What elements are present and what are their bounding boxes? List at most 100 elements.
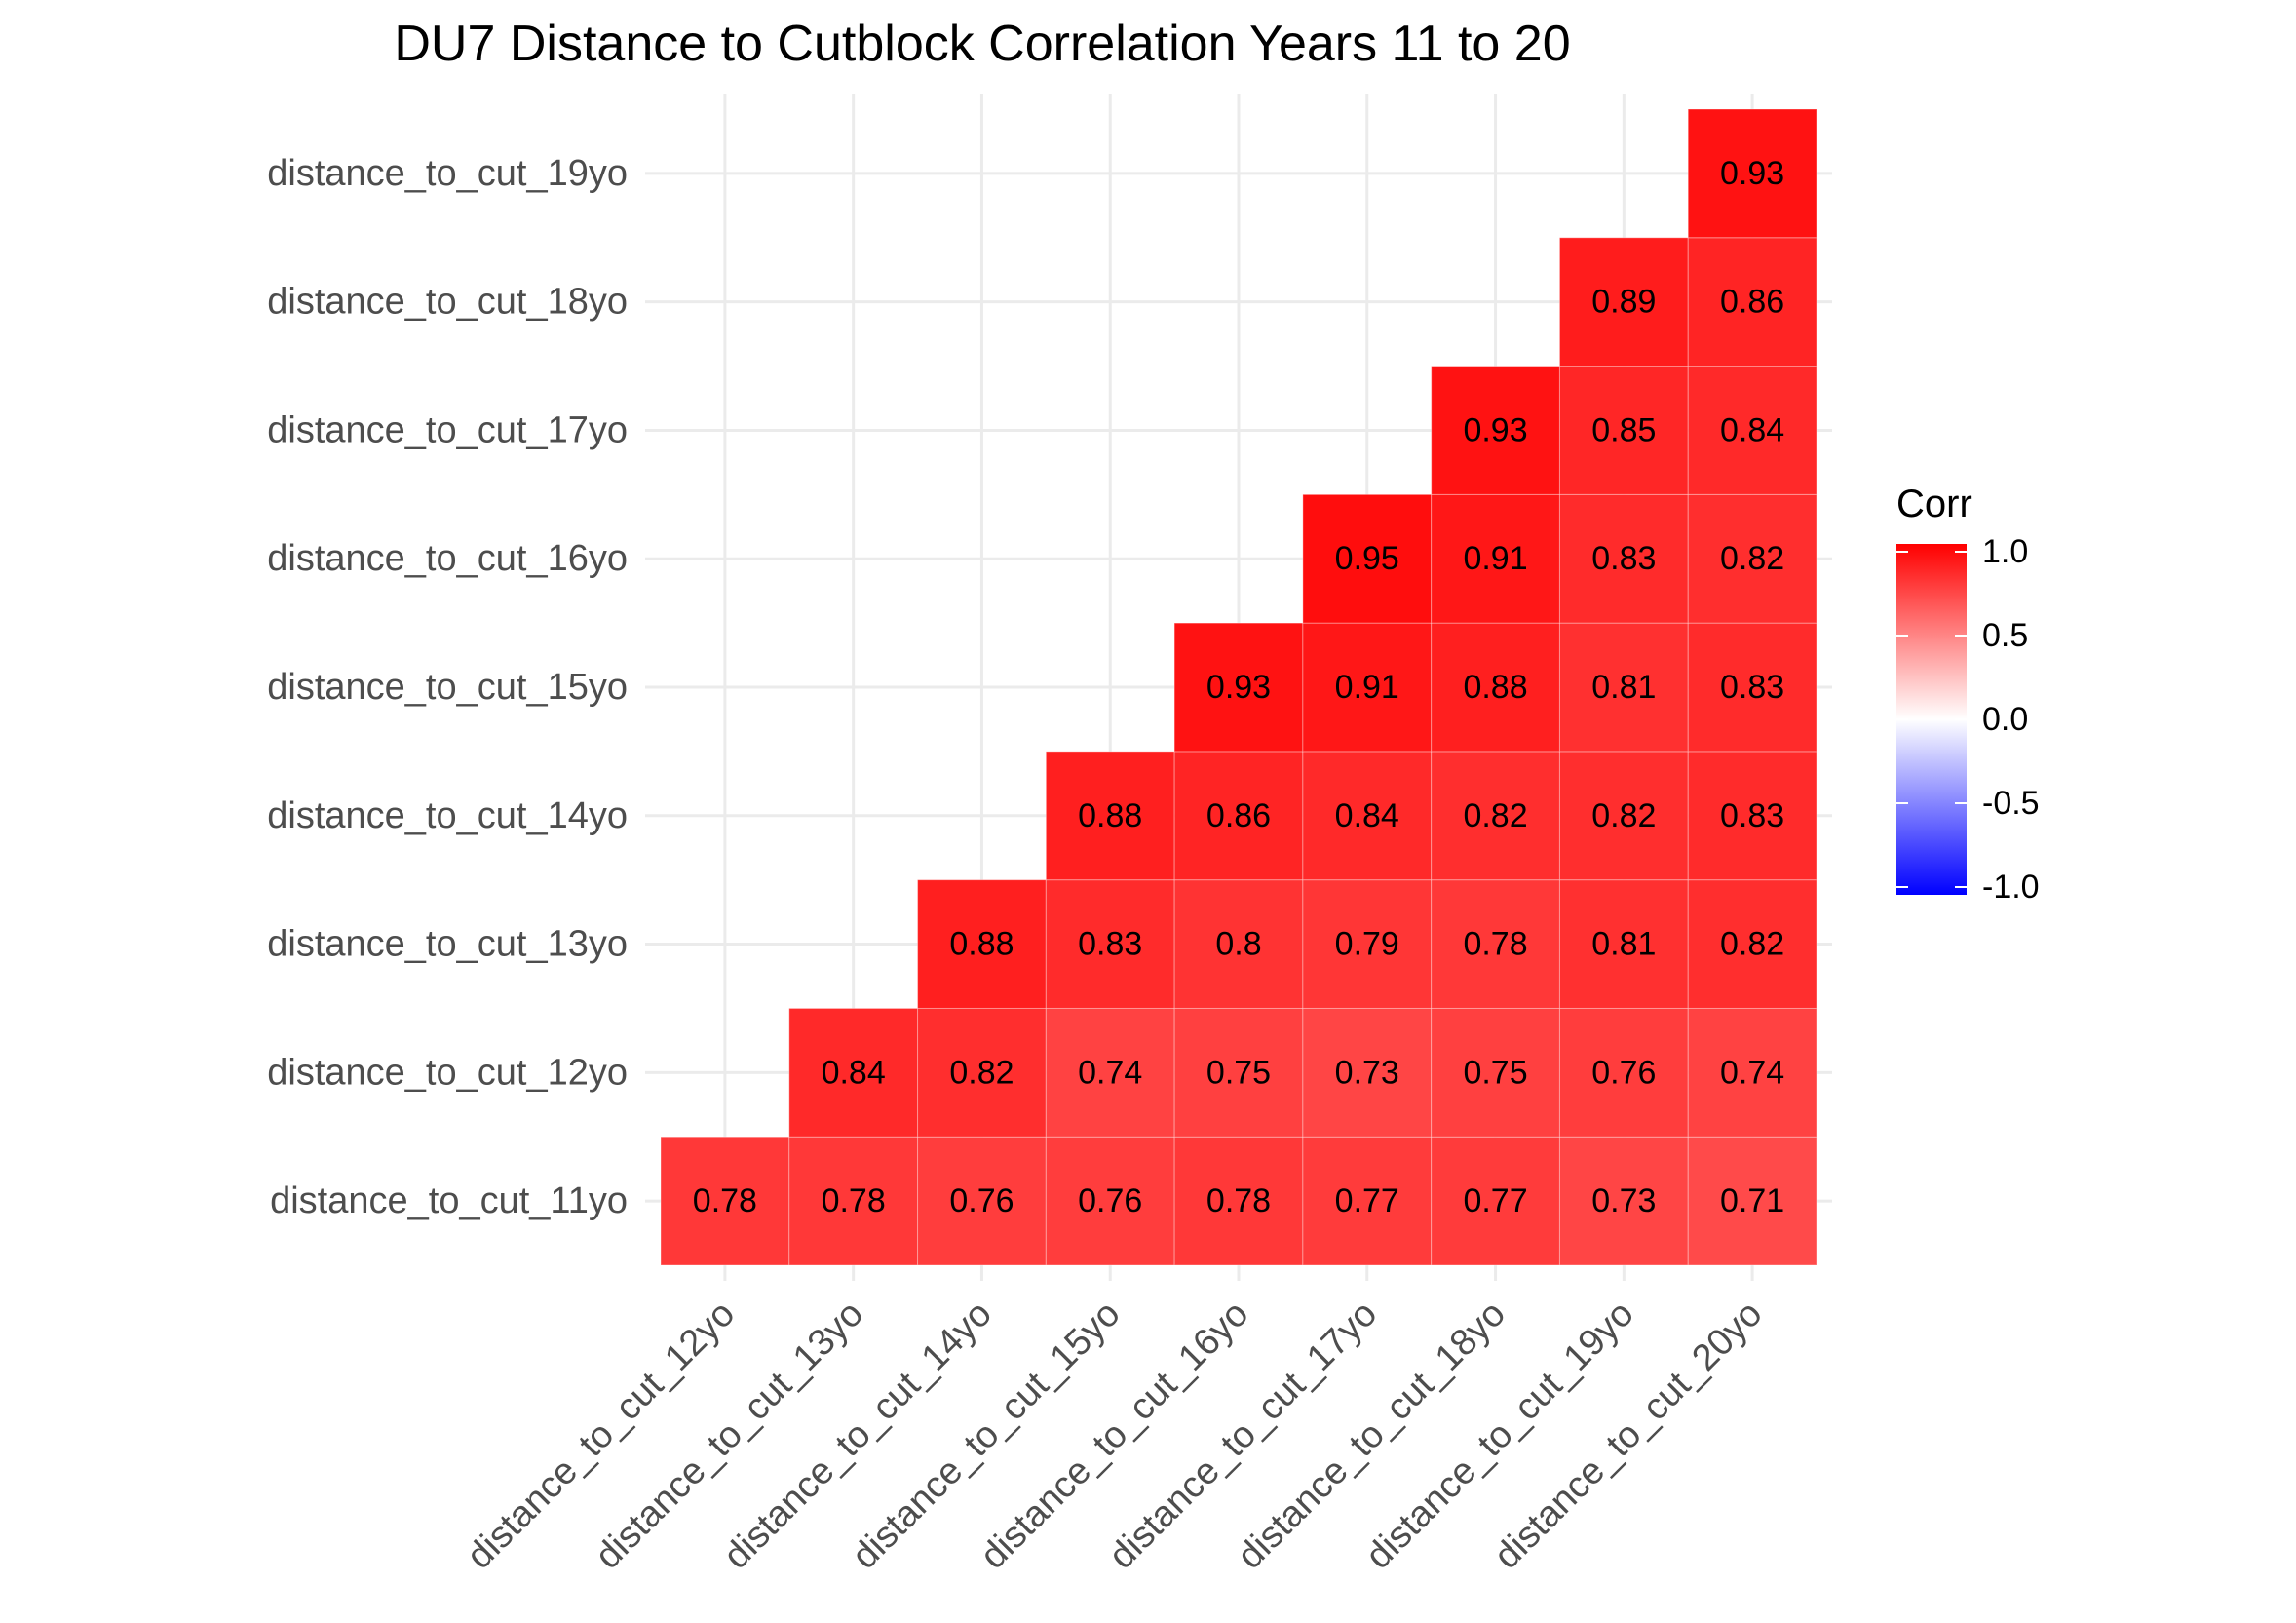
cell-value-label: 0.78: [822, 1182, 886, 1219]
cell-value-label: 0.95: [1335, 540, 1399, 577]
heatmap-cell: [1302, 493, 1433, 624]
y-tick-label: distance_to_cut_18yo: [267, 282, 628, 323]
heatmap-cell: [788, 1007, 919, 1138]
cell-value-label: 0.93: [1463, 411, 1527, 448]
heatmap-cell: [1558, 751, 1689, 881]
cell-value-label: 0.82: [1463, 797, 1527, 834]
heatmap-cell: [1431, 622, 1560, 753]
heatmap-cell: [1302, 751, 1433, 881]
heatmap-cell: [1687, 751, 1818, 881]
heatmap-cell: [1302, 1136, 1433, 1266]
cell-value-label: 0.84: [822, 1054, 886, 1091]
cell-value-label: 0.82: [949, 1054, 1014, 1091]
heatmap-cell: [1045, 879, 1175, 1009]
heatmap-cell: [1558, 879, 1689, 1009]
heatmap-cell: [1045, 1136, 1175, 1266]
cell-value-label: 0.77: [1335, 1182, 1399, 1219]
y-tick-label: distance_to_cut_19yo: [267, 153, 628, 194]
cell-value-labels: 0.78 0.78 0.76 0.76 0.78 0.77 0.77 0.73 0.71 0.84…: [693, 155, 1784, 1219]
cell-value-label: 0.71: [1720, 1182, 1784, 1219]
heatmap-cells: [660, 108, 1818, 1266]
y-tick-label: distance_to_cut_13yo: [267, 924, 628, 965]
heatmap-cell: [1173, 622, 1304, 753]
cell-value-label: 0.86: [1720, 284, 1784, 321]
cell-value-label: 0.76: [1591, 1054, 1656, 1091]
cell-value-label: 0.82: [1591, 797, 1656, 834]
cell-value-label: 0.79: [1335, 926, 1399, 963]
heatmap-cell: [1431, 1007, 1560, 1138]
cell-value-label: 0.78: [693, 1182, 757, 1219]
heatmap-cell: [1045, 751, 1175, 881]
heatmap-cell: [1558, 1007, 1689, 1138]
cell-value-label: 0.93: [1720, 155, 1784, 192]
heatmap-cell: [1558, 493, 1689, 624]
cell-value-label: 0.83: [1720, 669, 1784, 706]
legend-tick-label: 0.5: [1982, 617, 2028, 654]
y-tick-label: distance_to_cut_16yo: [267, 538, 628, 579]
heatmap-cell: [1558, 622, 1689, 753]
heatmap-cell: [917, 1007, 1047, 1138]
x-tick-label: distance_to_cut_20yo: [1486, 1294, 1770, 1577]
cell-value-label: 0.76: [1078, 1182, 1142, 1219]
y-tick-label: distance_to_cut_12yo: [267, 1052, 628, 1093]
heatmap-cell: [1431, 493, 1560, 624]
heatmap-cell: [1431, 366, 1560, 495]
cell-value-label: 0.88: [1463, 669, 1527, 706]
y-tick-label: distance_to_cut_11yo: [270, 1180, 628, 1221]
heatmap-cell: [1687, 237, 1818, 367]
x-axis-tick-labels: distance_to_cut_12yodistance_to_cut_13yo…: [459, 1294, 1770, 1577]
cell-value-label: 0.88: [949, 926, 1014, 963]
heatmap-cell: [1687, 108, 1818, 239]
cell-value-label: 0.75: [1206, 1054, 1271, 1091]
legend-tick-label: -1.0: [1982, 869, 2040, 906]
cell-value-label: 0.81: [1591, 926, 1656, 963]
cell-value-label: 0.83: [1078, 926, 1142, 963]
heatmap-cell: [1687, 493, 1818, 624]
cell-value-label: 0.75: [1463, 1054, 1527, 1091]
heatmap-cell: [917, 879, 1047, 1009]
heatmap-cell: [1173, 751, 1304, 881]
heatmap-cell: [1558, 237, 1689, 367]
heatmap-cell: [1558, 366, 1689, 495]
cell-value-label: 0.74: [1078, 1054, 1142, 1091]
cell-value-label: 0.73: [1591, 1182, 1656, 1219]
cell-value-label: 0.82: [1720, 926, 1784, 963]
y-tick-label: distance_to_cut_15yo: [267, 667, 628, 708]
cell-value-label: 0.76: [949, 1182, 1014, 1219]
cell-value-label: 0.77: [1463, 1182, 1527, 1219]
cell-value-label: 0.85: [1591, 411, 1656, 448]
cell-value-label: 0.89: [1591, 284, 1656, 321]
heatmap-cell: [1687, 879, 1818, 1009]
heatmap-cell: [1431, 751, 1560, 881]
color-legend: Corr 1.0 0.5 0.0 -0.5 -1.0: [1896, 483, 2040, 906]
heatmap-cell: [1045, 1007, 1175, 1138]
legend-ticks: 1.0 0.5 0.0 -0.5 -1.0: [1896, 533, 2040, 906]
y-tick-label: distance_to_cut_14yo: [267, 795, 628, 836]
heatmap-cell: [1173, 879, 1304, 1009]
heatmap-cell: [1431, 1136, 1560, 1266]
cell-value-label: 0.86: [1206, 797, 1271, 834]
cell-value-label: 0.82: [1720, 540, 1784, 577]
heatmap-cell: [1302, 1007, 1433, 1138]
cell-value-label: 0.8: [1215, 926, 1261, 963]
cell-value-label: 0.78: [1206, 1182, 1271, 1219]
heatmap-cell: [1687, 1136, 1818, 1266]
legend-tick-label: -0.5: [1982, 785, 2040, 822]
legend-tick-label: 1.0: [1982, 533, 2028, 570]
cell-value-label: 0.84: [1720, 411, 1784, 448]
y-tick-label: distance_to_cut_17yo: [267, 409, 628, 450]
cell-value-label: 0.84: [1335, 797, 1399, 834]
cell-value-label: 0.81: [1591, 669, 1656, 706]
chart-title: DU7 Distance to Cutblock Correlation Yea…: [394, 16, 1570, 72]
y-axis-tick-labels: distance_to_cut_11yo distance_to_cut_12yo…: [267, 153, 628, 1221]
cell-value-label: 0.83: [1591, 540, 1656, 577]
cell-value-label: 0.78: [1463, 926, 1527, 963]
cell-value-label: 0.73: [1335, 1054, 1399, 1091]
cell-value-label: 0.93: [1206, 669, 1271, 706]
heatmap-cell: [1302, 879, 1433, 1009]
heatmap-cell: [1302, 622, 1433, 753]
legend-tick-label: 0.0: [1982, 701, 2028, 738]
cell-value-label: 0.91: [1463, 540, 1527, 577]
heatmap-cell: [660, 1136, 790, 1266]
